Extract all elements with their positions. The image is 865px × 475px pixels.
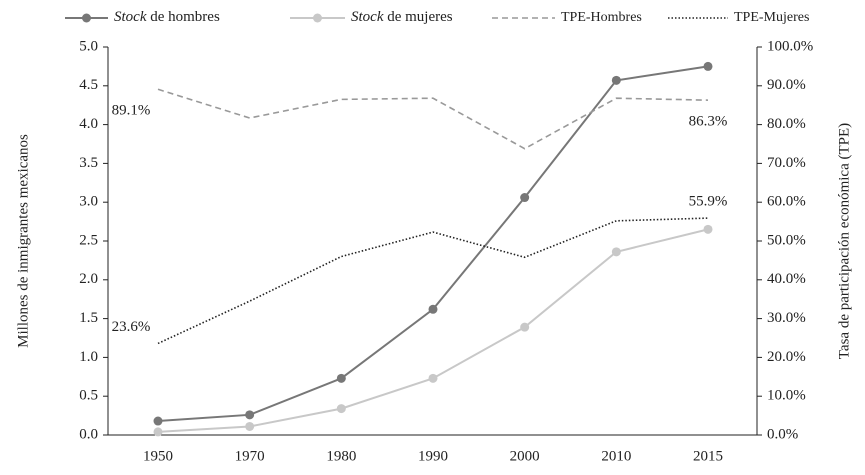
- point-marker: [245, 421, 255, 431]
- point-marker: [245, 410, 255, 420]
- point-marker: [611, 247, 621, 257]
- point-marker: [703, 61, 713, 71]
- point-marker: [336, 373, 346, 383]
- series-line: [157, 88, 709, 150]
- point-marker: [336, 404, 346, 414]
- y-tick-label: 3.0: [79, 194, 98, 210]
- point-marker: [703, 224, 713, 234]
- y2-tick-label: 40.0%: [767, 271, 806, 287]
- y-tick-label: 2.5: [79, 232, 98, 248]
- point-marker: [428, 304, 438, 314]
- point-marker: [153, 427, 163, 437]
- y-tick-label: 0.5: [79, 388, 98, 404]
- point-marker: [611, 75, 621, 85]
- y2-tick-label: 80.0%: [767, 116, 806, 132]
- y2-axis-label: Tasa de participación económica (TPE): [836, 123, 852, 359]
- x-tick-label: 2000: [510, 448, 540, 464]
- y2-tick-label: 70.0%: [767, 155, 806, 171]
- x-tick-label: 1970: [235, 448, 265, 464]
- y2-tick-label: 0.0%: [767, 426, 798, 442]
- legend-label: Stock de mujeres: [351, 9, 453, 25]
- legend-marker: [82, 13, 91, 23]
- y-tick-label: 4.5: [79, 77, 98, 93]
- point-marker: [520, 322, 530, 332]
- y-tick-label: 4.0: [79, 116, 98, 132]
- y-tick-label: 5.0: [79, 38, 98, 54]
- y-tick-label: 3.5: [79, 155, 98, 171]
- legend-label: Stock de hombres: [114, 9, 220, 25]
- y-tick-label: 2.0: [79, 271, 98, 287]
- legend-marker: [313, 13, 322, 23]
- y2-tick-label: 10.0%: [767, 388, 806, 404]
- x-tick-label: 2010: [601, 448, 631, 464]
- y-axis-label: Millones de inmigrantes mexicanos: [15, 134, 31, 348]
- y2-tick-label: 90.0%: [767, 77, 806, 93]
- x-tick-label: 1990: [418, 448, 448, 464]
- data-label: 89.1%: [112, 103, 151, 119]
- data-label: 86.3%: [689, 114, 728, 130]
- y2-tick-label: 100.0%: [767, 38, 813, 54]
- legend-label: TPE-Mujeres: [734, 10, 809, 25]
- x-tick-label: 1980: [326, 448, 356, 464]
- y2-tick-label: 50.0%: [767, 232, 806, 248]
- legend-label: TPE-Hombres: [561, 10, 642, 25]
- series-line: [157, 228, 709, 433]
- point-marker: [520, 193, 530, 203]
- y2-tick-label: 30.0%: [767, 310, 806, 326]
- y-tick-label: 0.0: [79, 426, 98, 442]
- point-marker: [153, 416, 163, 426]
- point-marker: [428, 373, 438, 383]
- series-line: [157, 217, 709, 345]
- data-label: 55.9%: [689, 194, 728, 210]
- data-label: 23.6%: [112, 319, 151, 335]
- y-tick-label: 1.5: [79, 310, 98, 326]
- y-tick-label: 1.0: [79, 349, 98, 365]
- y2-tick-label: 20.0%: [767, 349, 806, 365]
- x-tick-label: 2015: [693, 448, 723, 464]
- y2-tick-label: 60.0%: [767, 194, 806, 210]
- series-line: [157, 65, 709, 423]
- x-tick-label: 1950: [143, 448, 173, 464]
